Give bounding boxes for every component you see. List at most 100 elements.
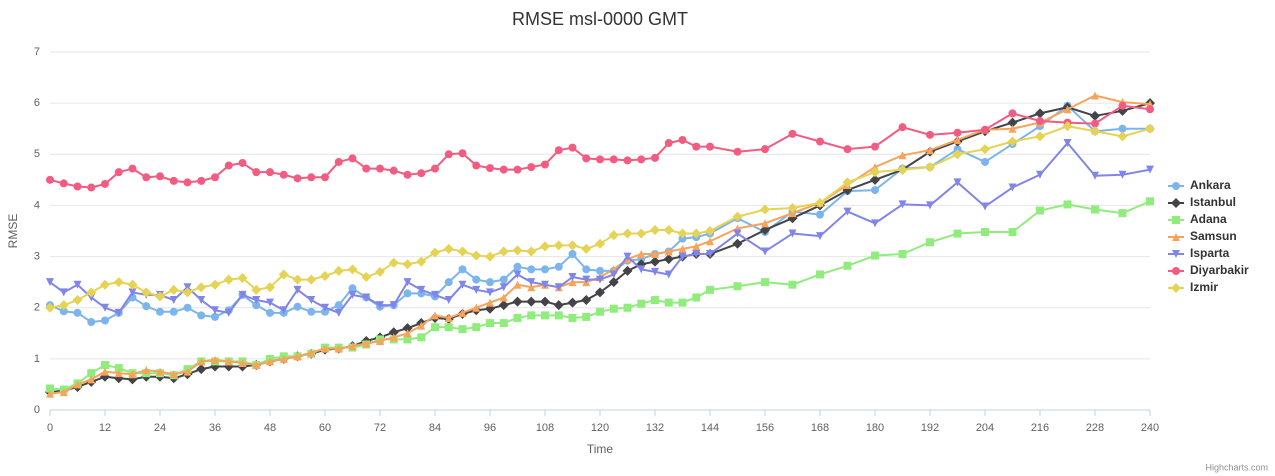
marker bbox=[637, 155, 646, 164]
marker bbox=[513, 262, 522, 271]
marker bbox=[568, 250, 577, 259]
marker bbox=[650, 224, 660, 235]
marker bbox=[706, 237, 714, 246]
legend-label[interactable]: Izmir bbox=[1190, 280, 1218, 294]
marker bbox=[732, 211, 743, 222]
x-tick-label: 60 bbox=[319, 422, 331, 434]
legend-label[interactable]: Adana bbox=[1190, 212, 1227, 226]
marker bbox=[540, 241, 550, 252]
marker bbox=[266, 298, 274, 307]
legend-label[interactable]: Samsun bbox=[1190, 229, 1237, 243]
legend-label[interactable]: Diyarbakir bbox=[1190, 263, 1249, 277]
marker bbox=[527, 163, 536, 172]
marker bbox=[926, 201, 934, 210]
marker bbox=[692, 250, 701, 259]
marker bbox=[128, 370, 137, 379]
marker bbox=[486, 278, 494, 287]
marker bbox=[182, 287, 193, 298]
marker bbox=[788, 229, 797, 238]
marker bbox=[898, 123, 907, 132]
marker bbox=[375, 266, 385, 277]
marker bbox=[499, 293, 508, 302]
marker bbox=[197, 357, 206, 366]
marker bbox=[692, 142, 701, 151]
marker bbox=[596, 266, 604, 275]
marker bbox=[953, 145, 962, 154]
marker bbox=[321, 303, 329, 312]
marker bbox=[636, 228, 647, 239]
x-tick-label: 84 bbox=[429, 422, 441, 434]
x-tick-label: 192 bbox=[921, 422, 939, 434]
legend-label[interactable]: Ankara bbox=[1190, 178, 1231, 192]
marker bbox=[678, 252, 687, 261]
marker bbox=[608, 277, 619, 288]
marker bbox=[101, 316, 109, 325]
marker bbox=[843, 261, 852, 270]
marker bbox=[595, 287, 605, 298]
marker bbox=[155, 291, 165, 302]
marker bbox=[527, 278, 536, 287]
x-tick-label: 36 bbox=[209, 422, 221, 434]
marker bbox=[156, 307, 164, 316]
x-tick-label: 0 bbox=[47, 422, 53, 434]
marker bbox=[362, 293, 371, 302]
marker bbox=[376, 336, 384, 345]
marker bbox=[953, 229, 962, 238]
marker bbox=[1008, 124, 1017, 133]
marker bbox=[663, 254, 674, 265]
marker bbox=[486, 298, 494, 307]
marker bbox=[513, 280, 522, 289]
marker bbox=[251, 284, 262, 295]
marker bbox=[197, 296, 206, 305]
marker bbox=[981, 228, 989, 237]
marker bbox=[46, 389, 54, 398]
marker bbox=[733, 229, 742, 238]
legend-label[interactable]: Istanbul bbox=[1190, 195, 1236, 209]
legend-label[interactable]: Isparta bbox=[1190, 246, 1230, 260]
marker bbox=[705, 226, 715, 236]
marker bbox=[444, 150, 453, 159]
x-tick-label: 204 bbox=[976, 422, 994, 434]
x-tick-label: 120 bbox=[591, 422, 609, 434]
marker bbox=[196, 364, 207, 375]
marker bbox=[953, 135, 962, 144]
x-tick-label: 168 bbox=[811, 422, 829, 434]
marker bbox=[732, 238, 743, 249]
marker bbox=[651, 250, 659, 259]
legend-symbol bbox=[1171, 283, 1181, 293]
marker bbox=[1146, 165, 1154, 174]
marker bbox=[553, 240, 564, 251]
marker bbox=[733, 147, 742, 156]
credits[interactable]: Highcharts.com bbox=[1205, 462, 1268, 472]
marker bbox=[568, 143, 577, 152]
marker bbox=[1118, 209, 1127, 218]
marker bbox=[417, 321, 426, 330]
marker bbox=[196, 282, 207, 293]
marker bbox=[1008, 228, 1017, 237]
marker bbox=[252, 296, 261, 305]
marker bbox=[348, 342, 357, 351]
marker bbox=[664, 247, 673, 256]
marker bbox=[980, 144, 990, 155]
x-tick-label: 132 bbox=[646, 422, 664, 434]
marker bbox=[100, 279, 110, 290]
marker bbox=[472, 303, 481, 312]
chart-title: RMSE msl-0000 GMT bbox=[512, 9, 688, 29]
marker bbox=[458, 280, 467, 289]
marker bbox=[1090, 110, 1100, 121]
marker bbox=[416, 256, 427, 267]
marker bbox=[1118, 170, 1127, 179]
marker bbox=[609, 270, 618, 279]
marker bbox=[224, 161, 233, 170]
marker bbox=[1091, 171, 1099, 180]
marker bbox=[237, 273, 248, 284]
marker bbox=[334, 308, 343, 317]
x-tick-label: 228 bbox=[1086, 422, 1104, 434]
x-tick-label: 216 bbox=[1031, 422, 1049, 434]
marker bbox=[402, 323, 413, 334]
marker bbox=[321, 344, 329, 353]
marker bbox=[485, 251, 495, 262]
marker bbox=[458, 265, 467, 274]
marker bbox=[444, 296, 453, 305]
